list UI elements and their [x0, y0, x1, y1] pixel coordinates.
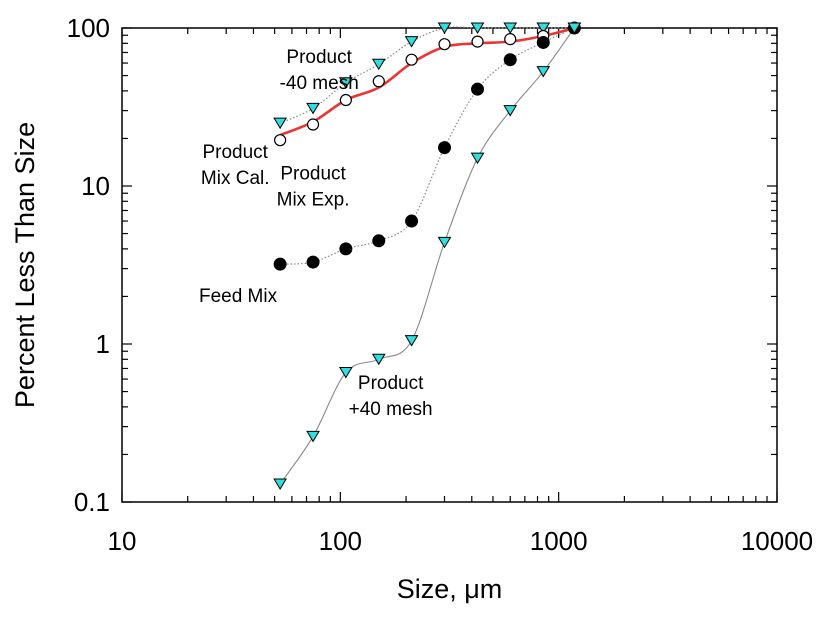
product-40-mesh-point: [470, 152, 485, 165]
product-40-mesh-point: [338, 367, 353, 379]
x-tick-labels: 10 100 1000 10000: [108, 526, 814, 556]
product-mix-exp-point: [471, 35, 484, 48]
product-40-mesh-point: [503, 22, 518, 34]
x-tick-label: 100: [319, 526, 362, 556]
annotation-label: Product Mix Cal.: [201, 142, 270, 189]
series-lines: [279, 26, 575, 485]
feed-mix-point: [503, 53, 517, 67]
product-40-mesh-point: [404, 335, 419, 347]
product-40-mesh-point: [536, 66, 551, 78]
annotation-label: Feed Mix: [199, 286, 278, 307]
product-40-mesh-line: [279, 26, 575, 124]
product-40-mesh-line: [279, 27, 575, 485]
feed-mix-point: [536, 35, 550, 49]
feed-mix-point: [471, 82, 485, 96]
axis-ticks: [121, 27, 778, 503]
product-40-mesh-point: [536, 22, 551, 34]
product-mix-exp-point: [405, 53, 418, 66]
plot-frame: [121, 27, 778, 503]
product-40-mesh-point: [437, 236, 452, 249]
y-tick-label: 0.1: [74, 487, 110, 517]
annotation-label: Product Mix Exp.: [277, 163, 350, 210]
product-40-mesh-point: [338, 77, 353, 89]
x-tick-label: 10: [108, 526, 137, 556]
product-mix-exp-point: [438, 38, 451, 51]
feed-mix-point: [438, 141, 452, 155]
product-mix-cal-line: [279, 26, 575, 137]
annotation-label: Product -40 mesh: [280, 47, 359, 94]
product-40-mesh-point: [404, 36, 419, 48]
product-40-mesh-point: [503, 105, 518, 117]
product-40-mesh-point: [567, 22, 582, 34]
product-40-mesh-point: [273, 478, 288, 490]
product-mix-exp-point: [306, 118, 320, 131]
x-tick-label: 10000: [741, 526, 813, 556]
y-tick-labels: 0.1 1 10 100: [67, 13, 110, 517]
product-mix-exp-point: [274, 134, 287, 147]
product-40-mesh-point: [371, 353, 386, 366]
product-mix-exp-point: [372, 75, 385, 88]
product-40-mesh-point: [371, 58, 386, 71]
product-mix-exp-point: [504, 33, 517, 46]
series-markers: [273, 21, 582, 490]
x-axis-title: Size, μm: [397, 574, 503, 604]
product-40-mesh-point: [437, 22, 452, 34]
feed-mix-point: [273, 257, 287, 271]
y-tick-label: 1: [96, 329, 110, 359]
y-axis-title: Percent Less Than Size: [10, 122, 40, 408]
feed-mix-point: [405, 214, 419, 228]
product-40-mesh-point: [306, 102, 320, 115]
feed-mix-point: [372, 234, 386, 248]
annotations: Product -40 mesh Product Mix Cal. Product Mix…: [199, 47, 433, 420]
feed-mix-point: [306, 255, 320, 269]
annotation-label: Product +40 mesh: [349, 373, 433, 420]
product-40-mesh-point: [306, 430, 320, 443]
y-tick-label: 10: [81, 171, 110, 201]
y-tick-label: 100: [67, 13, 110, 43]
x-tick-label: 1000: [530, 526, 588, 556]
feed-mix-line: [280, 27, 575, 265]
product-mix-exp-point: [339, 93, 352, 107]
feed-mix-point: [339, 242, 353, 256]
product-40-mesh-point: [470, 22, 485, 34]
product-40-mesh-point: [273, 117, 288, 130]
